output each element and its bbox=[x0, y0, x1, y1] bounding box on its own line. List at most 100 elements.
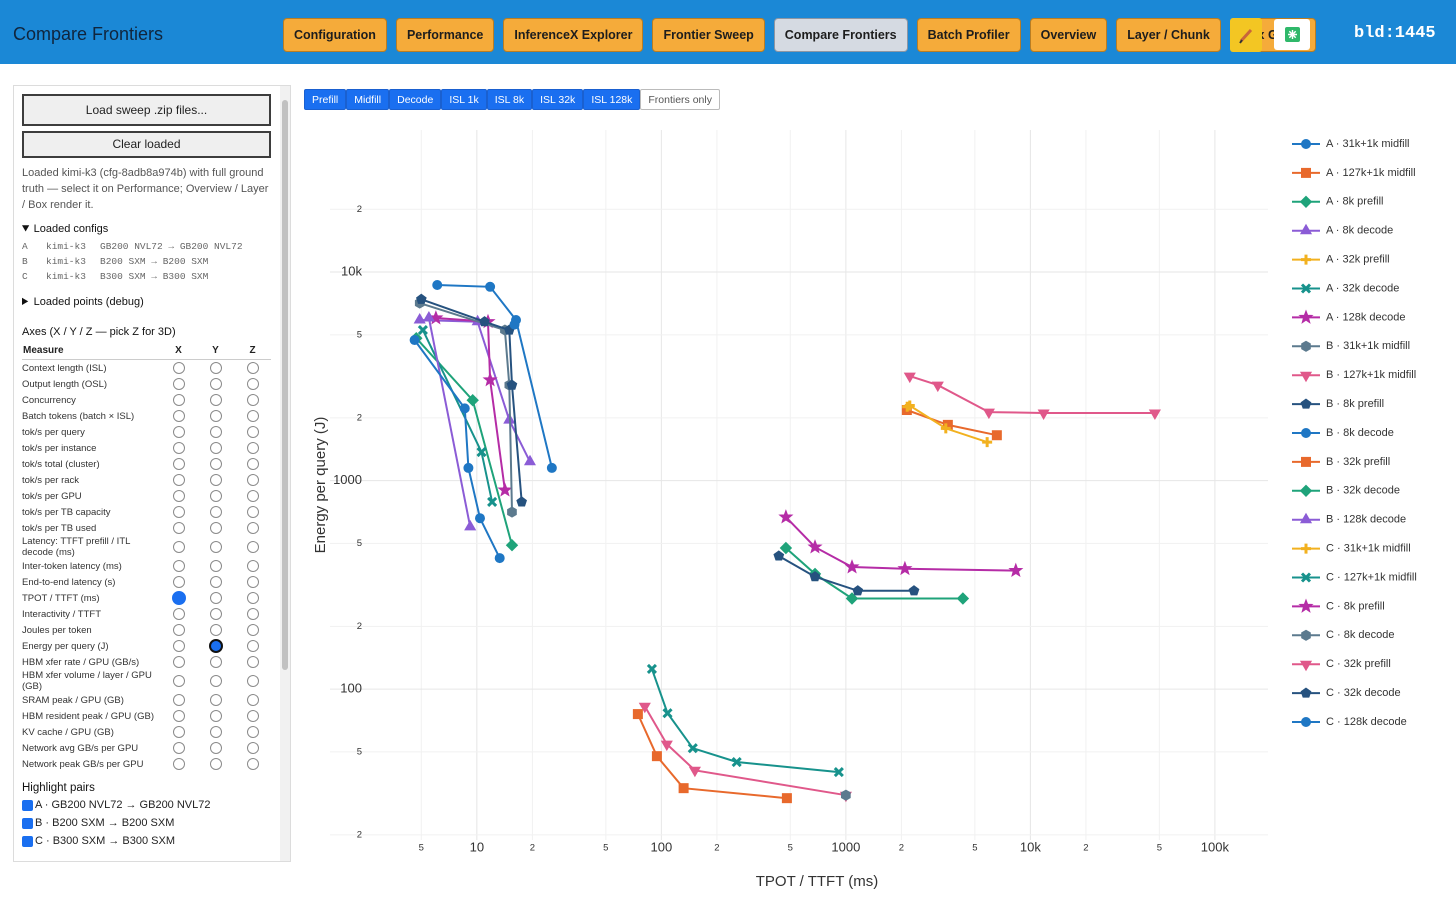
radio-x[interactable] bbox=[172, 506, 185, 518]
radio-x[interactable] bbox=[172, 576, 185, 588]
nav-button[interactable]: Layer / Chunk bbox=[1116, 18, 1221, 52]
radio-x[interactable] bbox=[172, 362, 185, 374]
icon-button[interactable] bbox=[1274, 19, 1310, 50]
radio-y[interactable] bbox=[209, 394, 222, 406]
legend-item[interactable]: A · 32k prefill bbox=[1292, 254, 1390, 266]
radio-y[interactable] bbox=[209, 490, 222, 502]
filter-button[interactable]: Midfill bbox=[346, 89, 390, 110]
load-button[interactable]: Load sweep .zip files... bbox=[22, 94, 271, 126]
legend-item[interactable]: C · 128k decode bbox=[1292, 716, 1407, 728]
radio-y[interactable] bbox=[209, 608, 222, 620]
nav-button[interactable]: InferenceX Explorer bbox=[503, 18, 644, 52]
clear-button[interactable]: Clear loaded bbox=[22, 131, 271, 158]
legend-item[interactable]: A · 8k prefill bbox=[1292, 195, 1383, 209]
pair-checkbox[interactable] bbox=[22, 799, 33, 811]
radio-x[interactable] bbox=[172, 710, 185, 722]
radio-x[interactable] bbox=[172, 410, 185, 422]
pair-checkbox[interactable] bbox=[22, 817, 33, 829]
radio-z[interactable] bbox=[246, 522, 259, 534]
legend-label[interactable]: A · 127k+1k midfill bbox=[1326, 167, 1416, 179]
points-toggle[interactable]: Loaded points (debug) bbox=[33, 296, 144, 308]
legend-label[interactable]: A · 8k prefill bbox=[1326, 196, 1383, 208]
radio-z[interactable] bbox=[246, 742, 259, 754]
radio-z[interactable] bbox=[246, 394, 259, 406]
nav-button[interactable]: Compare Frontiers bbox=[773, 18, 908, 52]
radio-y[interactable] bbox=[209, 541, 222, 553]
radio-z[interactable] bbox=[246, 541, 259, 553]
radio-z[interactable] bbox=[246, 378, 259, 390]
scrollbar[interactable] bbox=[280, 86, 290, 861]
legend-item[interactable]: B · 127k+1k midfill bbox=[1292, 369, 1416, 383]
radio-z[interactable] bbox=[246, 410, 259, 422]
legend-label[interactable]: A · 8k decode bbox=[1326, 225, 1393, 237]
radio-y[interactable] bbox=[209, 675, 222, 687]
radio-z[interactable] bbox=[246, 675, 259, 687]
radio-z[interactable] bbox=[246, 506, 259, 518]
radio-x[interactable] bbox=[172, 608, 185, 620]
radio-z[interactable] bbox=[246, 694, 259, 706]
legend-label[interactable]: A · 128k decode bbox=[1326, 311, 1406, 323]
radio-x[interactable] bbox=[171, 591, 186, 605]
radio-x[interactable] bbox=[172, 560, 185, 572]
radio-z[interactable] bbox=[246, 640, 259, 652]
legend-item[interactable]: B · 31k+1k midfill bbox=[1292, 340, 1410, 352]
legend-label[interactable]: A · 31k+1k midfill bbox=[1326, 138, 1409, 150]
filter-button[interactable]: ISL 1k bbox=[441, 89, 487, 110]
legend-item[interactable]: B · 32k decode bbox=[1292, 484, 1400, 498]
radio-x[interactable] bbox=[172, 726, 185, 738]
radio-z[interactable] bbox=[246, 624, 259, 636]
legend-label[interactable]: C · 32k decode bbox=[1326, 687, 1401, 699]
legend-label[interactable]: C · 128k decode bbox=[1326, 716, 1407, 728]
legend-label[interactable]: C · 8k prefill bbox=[1326, 600, 1385, 612]
filter-button[interactable]: Prefill bbox=[304, 89, 347, 110]
legend-item[interactable]: B · 8k prefill bbox=[1292, 398, 1384, 410]
legend-item[interactable]: B · 128k decode bbox=[1292, 512, 1406, 526]
nav-button[interactable]: Batch Profiler bbox=[916, 18, 1021, 52]
radio-y[interactable] bbox=[209, 506, 222, 518]
radio-y[interactable] bbox=[209, 410, 222, 422]
radio-z[interactable] bbox=[246, 474, 259, 486]
radio-y[interactable] bbox=[209, 442, 222, 454]
radio-z[interactable] bbox=[246, 426, 259, 438]
legend-label[interactable]: B · 127k+1k midfill bbox=[1326, 369, 1416, 381]
legend-item[interactable]: A · 127k+1k midfill bbox=[1292, 167, 1416, 179]
pencil-button[interactable] bbox=[1230, 18, 1262, 52]
legend-label[interactable]: B · 8k prefill bbox=[1326, 398, 1384, 410]
legend-label[interactable]: B · 31k+1k midfill bbox=[1326, 340, 1410, 352]
radio-z[interactable] bbox=[246, 758, 259, 770]
radio-y[interactable] bbox=[209, 458, 222, 470]
radio-z[interactable] bbox=[246, 656, 259, 668]
radio-y[interactable] bbox=[209, 694, 222, 706]
legend-label[interactable]: C · 31k+1k midfill bbox=[1326, 543, 1411, 555]
radio-z[interactable] bbox=[246, 592, 259, 604]
radio-x[interactable] bbox=[172, 522, 185, 534]
radio-z[interactable] bbox=[246, 490, 259, 502]
radio-z[interactable] bbox=[246, 458, 259, 470]
radio-y[interactable] bbox=[209, 560, 222, 572]
radio-y[interactable] bbox=[209, 576, 222, 588]
legend-label[interactable]: C · 127k+1k midfill bbox=[1326, 571, 1417, 583]
radio-x[interactable] bbox=[172, 442, 185, 454]
legend-item[interactable]: C · 32k prefill bbox=[1292, 658, 1391, 672]
radio-y[interactable] bbox=[209, 758, 222, 770]
radio-y[interactable] bbox=[209, 710, 222, 722]
radio-y[interactable] bbox=[209, 656, 222, 668]
radio-x[interactable] bbox=[172, 675, 185, 687]
radio-y[interactable] bbox=[209, 592, 222, 604]
radio-x[interactable] bbox=[172, 490, 185, 502]
radio-z[interactable] bbox=[246, 442, 259, 454]
legend-label[interactable]: B · 32k decode bbox=[1326, 485, 1400, 497]
radio-z[interactable] bbox=[246, 710, 259, 722]
nav-button[interactable]: Frontier Sweep bbox=[652, 18, 765, 52]
radio-y[interactable] bbox=[209, 522, 222, 534]
legend-item[interactable]: C · 8k decode bbox=[1292, 629, 1394, 641]
radio-y[interactable] bbox=[209, 378, 222, 390]
legend-item[interactable]: C · 8k prefill bbox=[1292, 598, 1385, 613]
filter-button[interactable]: ISL 128k bbox=[583, 89, 641, 110]
legend-item[interactable]: A · 31k+1k midfill bbox=[1292, 138, 1409, 150]
filter-button[interactable]: Frontiers only bbox=[640, 89, 720, 110]
legend-item[interactable]: A · 8k decode bbox=[1292, 223, 1393, 237]
radio-y[interactable] bbox=[209, 624, 222, 636]
radio-z[interactable] bbox=[246, 560, 259, 572]
radio-z[interactable] bbox=[246, 726, 259, 738]
